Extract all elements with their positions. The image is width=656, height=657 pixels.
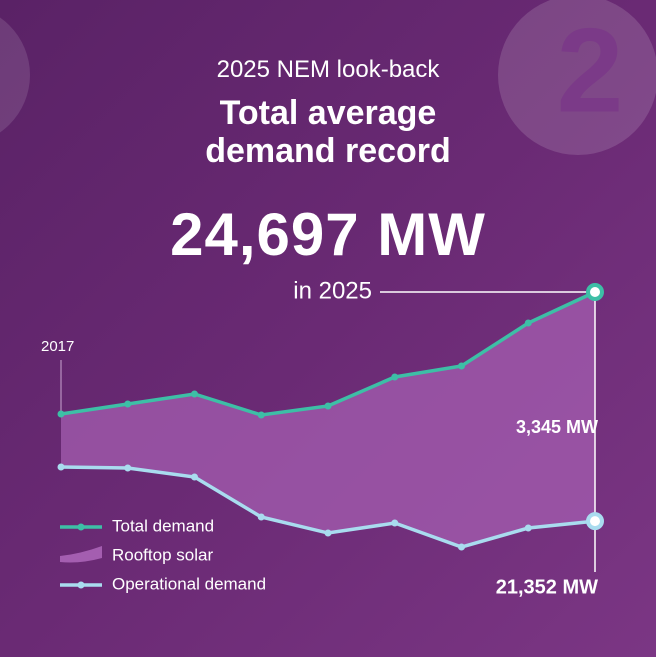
legend-label: Rooftop solar (112, 545, 213, 564)
headline-value: 24,697 MW (170, 201, 486, 268)
deco-circle (498, 0, 656, 155)
point (324, 529, 332, 537)
point (124, 400, 132, 408)
point (391, 519, 399, 527)
point (57, 463, 65, 471)
legend-swatch (77, 523, 85, 531)
point (391, 373, 399, 381)
subtitle: 2025 NEM look-back (216, 56, 440, 83)
legend-label: Operational demand (112, 574, 266, 593)
title: Total average demand record (205, 94, 451, 170)
point (257, 411, 265, 419)
point (458, 362, 465, 370)
point (524, 524, 532, 532)
point (586, 283, 604, 301)
point (324, 402, 332, 410)
deco-circle (0, 17, 30, 133)
point (586, 512, 604, 531)
point (57, 410, 65, 418)
point (524, 319, 532, 327)
value-label: 21,352 MW (496, 576, 598, 598)
end-label: in 2025 (293, 277, 372, 304)
area-label: 3,345 MW (516, 417, 598, 437)
point (458, 543, 465, 551)
legend-swatch (77, 581, 85, 589)
point (124, 464, 132, 472)
legend-swatch (60, 546, 102, 563)
legend-label: Total demand (112, 516, 214, 535)
x-tick-label: 2017 (41, 338, 74, 355)
point (191, 390, 198, 398)
point (257, 513, 265, 521)
badge-number: 2 (557, 4, 624, 138)
solar-area (61, 292, 595, 547)
point (191, 473, 198, 481)
